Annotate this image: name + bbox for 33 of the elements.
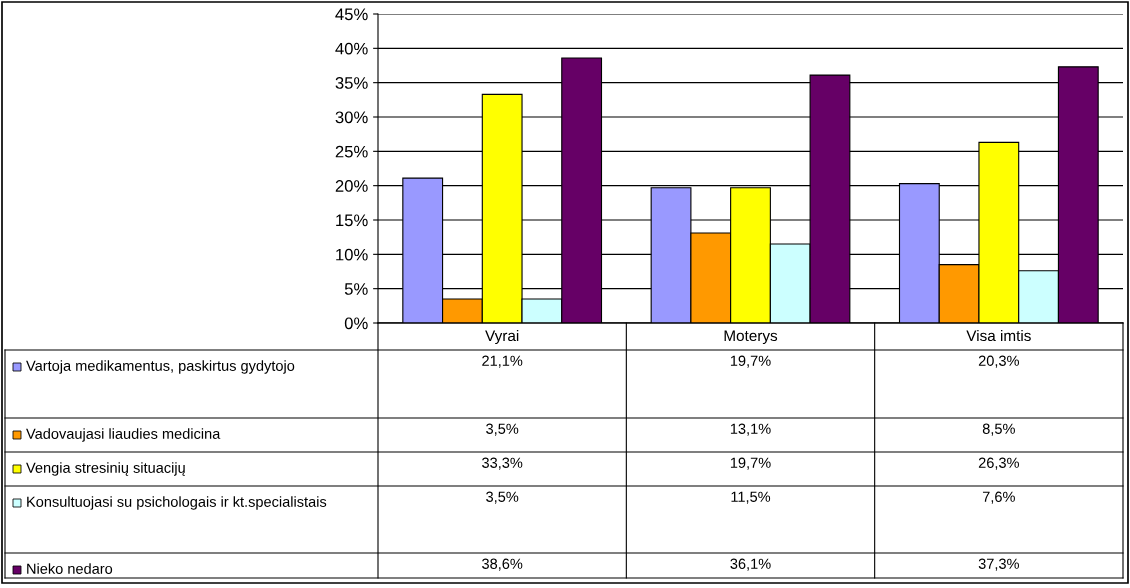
data-label: 20,3%	[978, 355, 1019, 368]
y-tick-label: 20%	[335, 180, 368, 192]
y-tick-label: 5%	[344, 283, 368, 295]
data-label: 33,3%	[482, 457, 523, 470]
data-label: 37,3%	[978, 558, 1019, 571]
legend-label: Vadovaujasi liaudies medicina	[26, 428, 221, 442]
y-tick-label: 15%	[336, 214, 368, 227]
data-label: 36,1%	[730, 558, 771, 571]
y-tick-label: 30%	[335, 111, 368, 124]
data-label: 19,7%	[730, 355, 771, 368]
legend-label: Vengia stresinių situacijų	[26, 462, 185, 476]
y-tick-label: 25%	[335, 145, 368, 158]
y-tick-label: 0%	[344, 317, 368, 330]
data-label: 21,1%	[482, 355, 523, 368]
x-tick-label: Moterys	[724, 330, 778, 345]
data-label: 26,3%	[978, 457, 1019, 470]
y-tick-label: 45%	[335, 8, 368, 21]
data-label: 8,5%	[982, 423, 1015, 436]
legend-label: Nieko nedaro	[27, 563, 113, 574]
data-label: 3,5%	[486, 491, 519, 504]
y-tick-label: 35%	[335, 77, 368, 89]
data-label: 3,5%	[486, 423, 519, 436]
legend-label: Vartoja medikamentus, paskirtus gydytojo	[26, 360, 295, 374]
data-label: 19,7%	[730, 457, 771, 470]
data-label: 38,6%	[482, 558, 523, 571]
legend-label: Konsultuojasi su psichologais ir kt.specialistais	[27, 496, 327, 510]
y-tick-label: 40%	[335, 42, 368, 55]
data-label: 7,6%	[982, 491, 1015, 504]
x-tick-label: Vyrai	[485, 329, 519, 345]
data-label: 13,1%	[730, 423, 771, 436]
data-label: 11,5%	[731, 491, 771, 504]
x-tick-label: Visa imtis	[966, 329, 1031, 342]
y-tick-label: 10%	[336, 248, 368, 261]
